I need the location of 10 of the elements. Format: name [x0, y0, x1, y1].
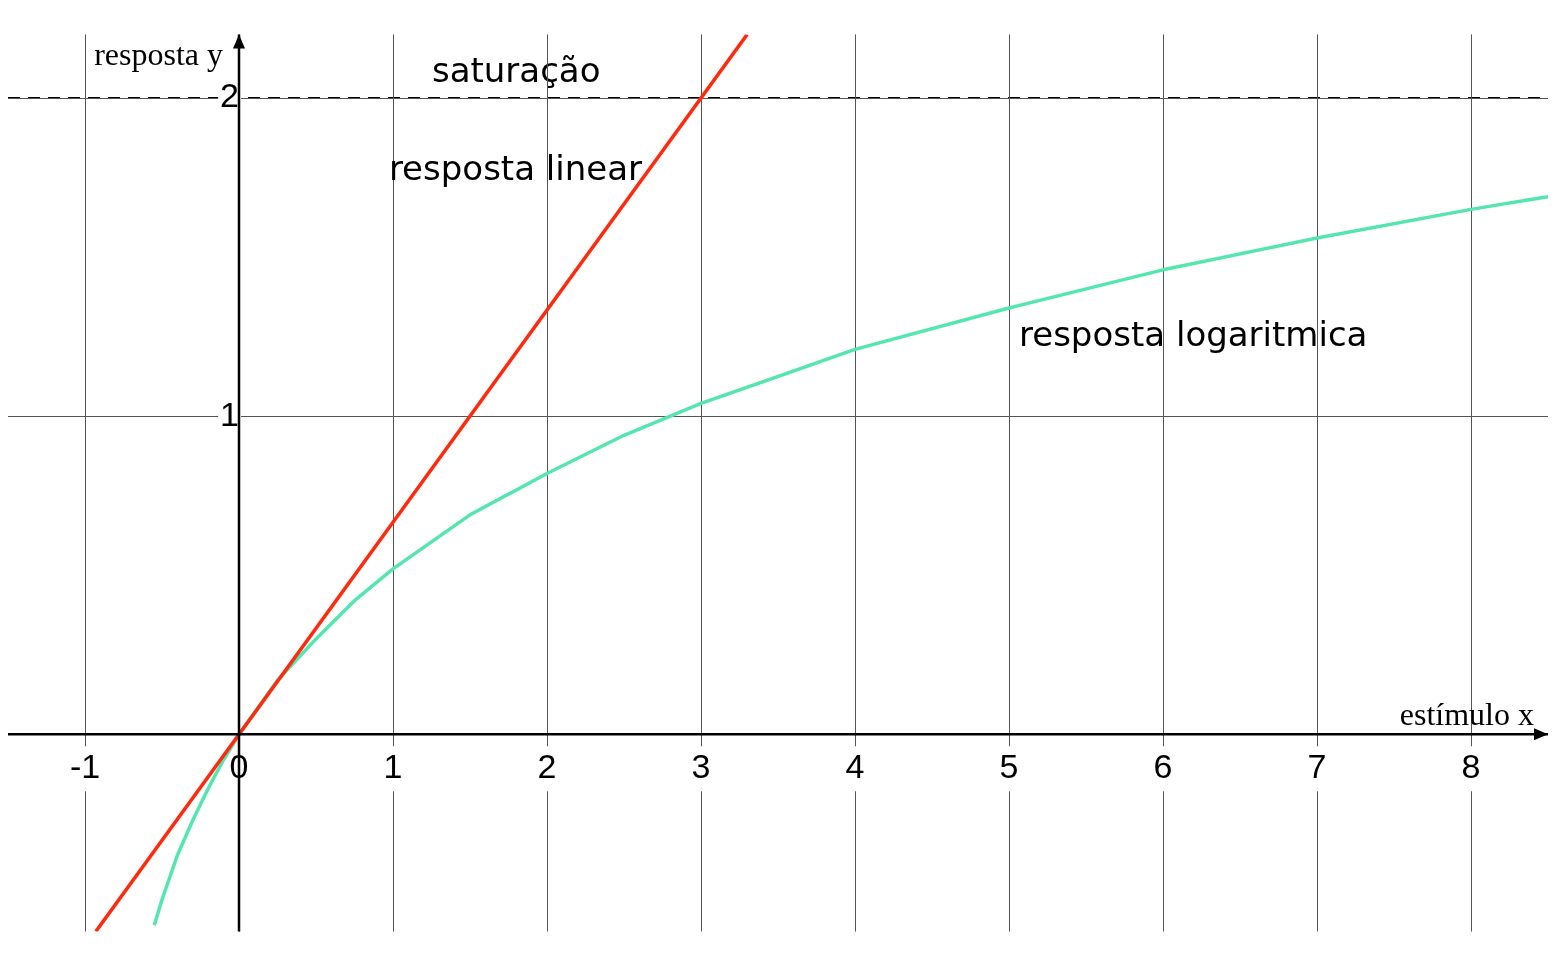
x-tick-label: 2 — [537, 747, 557, 786]
x-tick-label: 5 — [999, 747, 1019, 786]
x-tick-label: -1 — [69, 747, 101, 786]
x-tick-label: 7 — [1307, 747, 1327, 786]
y-axis-title: resposta y — [94, 35, 223, 72]
x-tick-label: 1 — [383, 747, 403, 786]
x-tick-label: 6 — [1153, 747, 1173, 786]
x-tick-label: 4 — [845, 747, 865, 786]
x-tick-label: 8 — [1461, 747, 1481, 786]
x-tick-label: 3 — [691, 747, 711, 786]
